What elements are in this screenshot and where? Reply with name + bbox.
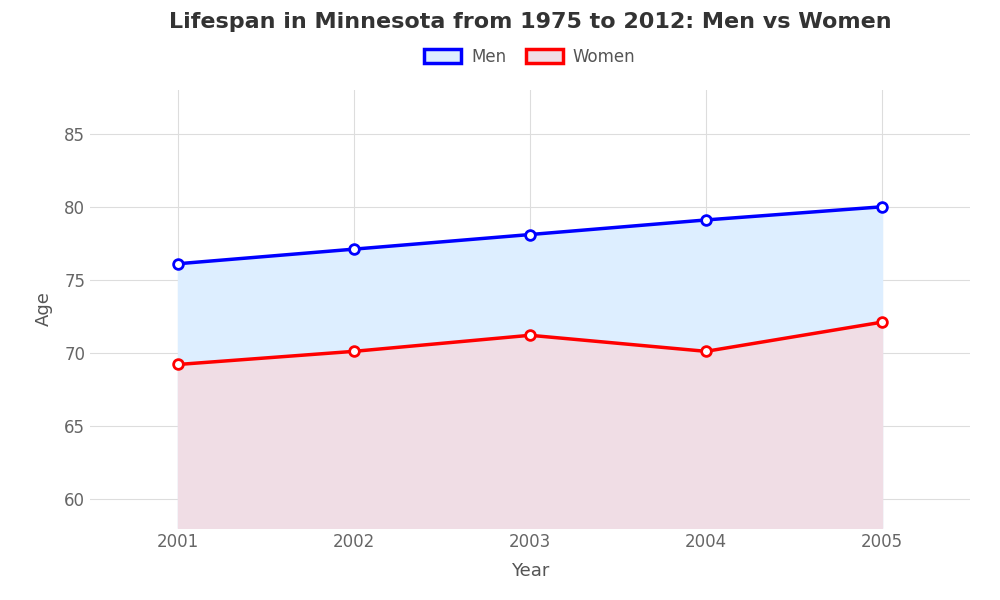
Title: Lifespan in Minnesota from 1975 to 2012: Men vs Women: Lifespan in Minnesota from 1975 to 2012:… bbox=[169, 11, 891, 31]
X-axis label: Year: Year bbox=[511, 562, 549, 580]
Y-axis label: Age: Age bbox=[35, 292, 53, 326]
Legend: Men, Women: Men, Women bbox=[418, 41, 642, 73]
